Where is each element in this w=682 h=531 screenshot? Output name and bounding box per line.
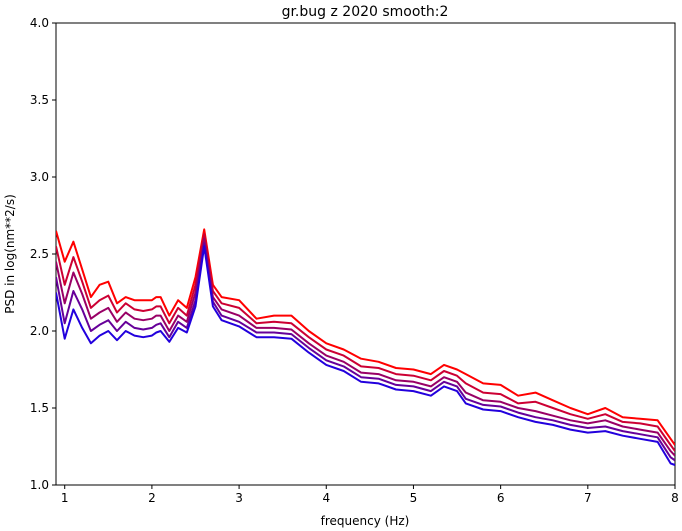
y-tick-label: 2.0 — [30, 324, 49, 338]
y-axis: 1.0 1.5 2.0 2.5 3.0 3.5 4.0 — [30, 16, 56, 492]
y-tick-label: 2.5 — [30, 247, 49, 261]
series-line-5 — [56, 245, 675, 466]
x-axis-label: frequency (Hz) — [321, 514, 410, 528]
plot-background — [56, 23, 675, 485]
y-tick-label: 3.5 — [30, 93, 49, 107]
series-line-2 — [56, 233, 675, 452]
x-axis: 1 2 3 4 5 6 7 8 — [61, 485, 679, 505]
series-line-3 — [56, 237, 675, 457]
x-tick-label: 8 — [671, 491, 679, 505]
series-line-4 — [56, 242, 675, 462]
series-line-1 — [56, 228, 675, 446]
chart-title: gr.bug z 2020 smooth:2 — [282, 4, 449, 20]
y-tick-label: 4.0 — [30, 16, 49, 30]
series-layer — [56, 228, 675, 466]
x-tick-label: 7 — [584, 491, 592, 505]
y-axis-label: PSD in log(nm**2/s) — [3, 194, 17, 314]
x-tick-label: 6 — [497, 491, 505, 505]
x-tick-label: 2 — [148, 491, 156, 505]
x-tick-label: 5 — [410, 491, 418, 505]
x-tick-label: 1 — [61, 491, 69, 505]
x-tick-label: 3 — [235, 491, 243, 505]
y-tick-label: 3.0 — [30, 170, 49, 184]
y-tick-label: 1.0 — [30, 478, 49, 492]
plot-area — [55, 22, 676, 486]
y-tick-label: 1.5 — [30, 401, 49, 415]
x-tick-label: 4 — [322, 491, 330, 505]
